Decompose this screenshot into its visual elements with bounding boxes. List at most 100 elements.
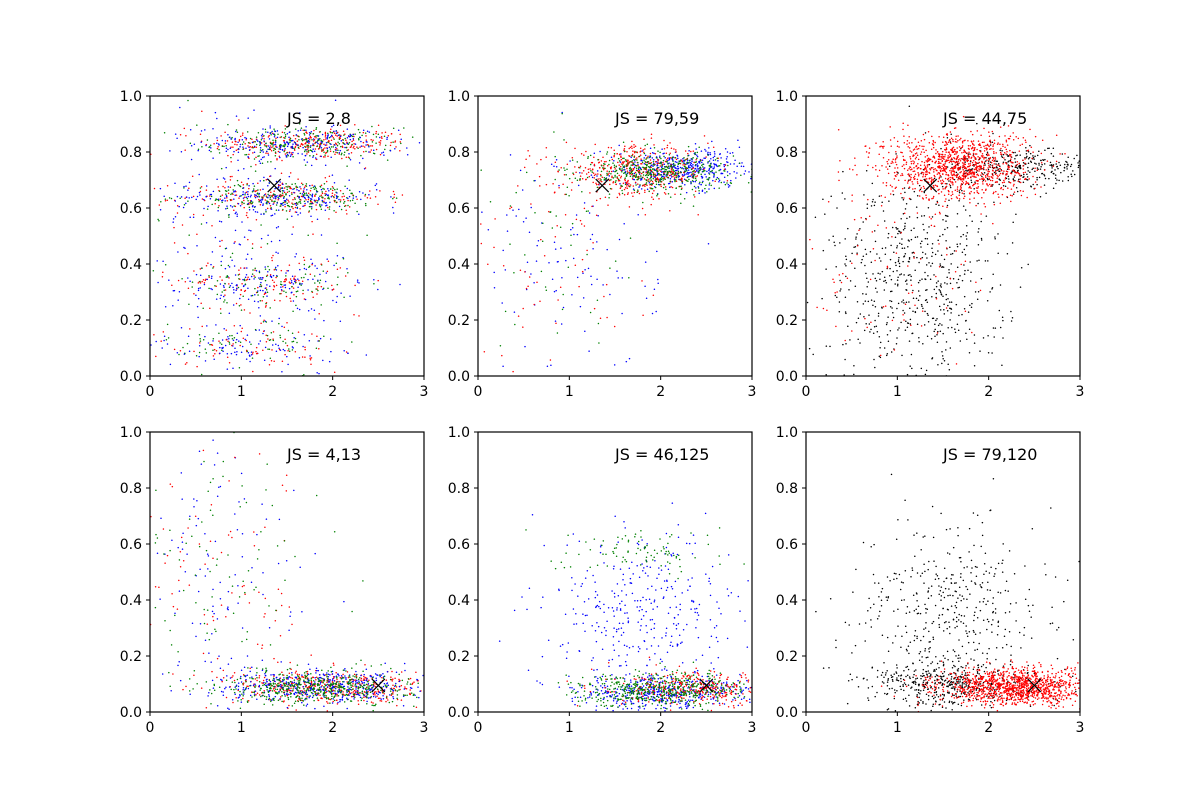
scatter-point [274, 148, 277, 150]
scatter-point [307, 146, 309, 149]
scatter-point [256, 291, 259, 294]
scatter-point [894, 236, 897, 239]
scatter-point [933, 177, 936, 180]
scatter-point [651, 183, 654, 185]
scatter-point [223, 145, 225, 148]
scatter-point [865, 169, 868, 172]
scatter-point [225, 166, 227, 169]
scatter-point [699, 162, 701, 164]
scatter-point [312, 156, 314, 158]
scatter-point [699, 181, 701, 184]
scatter-point [345, 139, 347, 142]
scatter-point [672, 166, 674, 168]
scatter-point [193, 143, 196, 146]
scatter-point [240, 195, 242, 197]
scatter-point [713, 162, 715, 165]
scatter-point [332, 150, 335, 153]
scatter-point [659, 162, 661, 165]
x-tick-label: 1 [237, 384, 246, 400]
scatter-point [897, 259, 900, 261]
scatter-point [243, 279, 246, 281]
scatter-point [691, 158, 693, 160]
scatter-point [248, 146, 250, 148]
scatter-point [1007, 161, 1009, 163]
scatter-point [735, 177, 737, 179]
scatter-point [933, 186, 935, 188]
scatter-point [659, 174, 662, 176]
scatter-point [234, 212, 237, 215]
scatter-point [269, 142, 272, 144]
scatter-point [335, 130, 337, 132]
scatter-point [375, 132, 377, 135]
scatter-point [312, 186, 315, 189]
scatter-point [938, 305, 941, 308]
scatter-point [246, 350, 249, 352]
scatter-point [617, 277, 619, 279]
scatter-point [1045, 192, 1047, 194]
scatter-point [169, 150, 171, 152]
scatter-point [982, 155, 984, 157]
scatter-point [1012, 193, 1015, 195]
scatter-point [671, 158, 674, 161]
scatter-point [222, 295, 225, 298]
scatter-point [345, 209, 347, 212]
scatter-point [280, 289, 283, 291]
scatter-point [280, 269, 283, 272]
scatter-point [553, 290, 556, 293]
scatter-point [360, 145, 363, 147]
scatter-point [298, 279, 300, 282]
scatter-point [368, 145, 370, 148]
scatter-point [205, 185, 208, 187]
scatter-point [575, 214, 578, 216]
scatter-point [300, 138, 303, 140]
scatter-point [317, 285, 319, 288]
scatter-point [638, 173, 641, 175]
scatter-point [593, 307, 596, 310]
scatter-point [285, 156, 288, 158]
scatter-point [241, 134, 244, 136]
scatter-point [216, 139, 219, 142]
scatter-point [275, 269, 278, 271]
scatter-point [969, 215, 971, 217]
scatter-point [334, 194, 336, 196]
scatter-point [903, 255, 906, 257]
scatter-point [645, 179, 647, 181]
scatter-point [934, 328, 936, 331]
scatter-point [1010, 320, 1013, 322]
scatter-point [267, 131, 269, 134]
scatter-point [302, 183, 304, 186]
scatter-point [849, 280, 852, 282]
scatter-point [854, 285, 857, 287]
scatter-point [652, 174, 655, 176]
scatter-point [240, 330, 243, 333]
scatter-point [649, 171, 651, 174]
scatter-point [251, 138, 253, 141]
scatter-point [694, 163, 697, 166]
scatter-point [260, 281, 262, 284]
scatter-point [305, 131, 307, 134]
scatter-point [343, 202, 345, 204]
scatter-point [487, 263, 489, 266]
scatter-point [252, 190, 254, 192]
scatter-point [245, 214, 248, 217]
scatter-point [574, 147, 576, 150]
scatter-point [248, 229, 250, 231]
scatter-point [353, 145, 355, 148]
scatter-point [591, 233, 594, 236]
scatter-point [191, 196, 193, 199]
scatter-point [844, 311, 847, 313]
scatter-point [641, 177, 644, 179]
scatter-point [598, 342, 600, 344]
scatter-point [545, 183, 548, 186]
scatter-point [276, 146, 278, 148]
scatter-point [168, 279, 170, 281]
scatter-point [684, 150, 687, 152]
scatter-point [713, 167, 715, 170]
scatter-point [621, 169, 623, 172]
scatter-point [301, 193, 304, 195]
scatter-point [1004, 158, 1006, 161]
scatter-point [948, 369, 951, 371]
scatter-point [277, 265, 279, 267]
scatter-point [907, 322, 910, 324]
scatter-point [1018, 178, 1020, 181]
